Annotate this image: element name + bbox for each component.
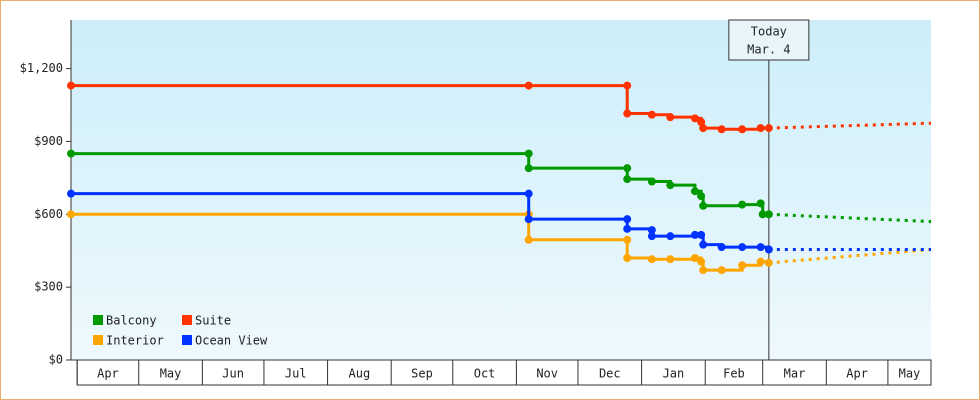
point [756, 124, 765, 133]
point [738, 261, 747, 270]
legend-label: Interior [106, 334, 164, 348]
point [524, 235, 533, 244]
point [623, 235, 632, 244]
x-tick-label: Jun [222, 367, 244, 381]
point [524, 81, 533, 90]
point [623, 81, 632, 90]
point [666, 232, 675, 241]
point [699, 266, 708, 275]
point [756, 199, 765, 208]
point [764, 210, 773, 219]
today-label: Today [751, 25, 787, 39]
point [690, 230, 699, 239]
point [524, 215, 533, 224]
point [738, 200, 747, 209]
legend-label: Suite [195, 314, 231, 328]
point [524, 164, 533, 173]
point [697, 118, 706, 126]
x-tick-label: Aug [349, 367, 371, 381]
point [738, 243, 747, 252]
legend-swatch [182, 335, 192, 345]
x-tick-label: Apr [846, 367, 868, 381]
point [764, 245, 773, 254]
point [756, 243, 765, 252]
point [717, 243, 726, 252]
y-tick-label: $0 [49, 353, 63, 367]
projection-line [768, 212, 932, 224]
x-tick-label: Nov [536, 367, 558, 381]
point [690, 254, 699, 262]
y-tick-label: $1,200 [20, 61, 63, 75]
legend-swatch [93, 315, 103, 325]
point [524, 149, 533, 158]
legend-swatch [93, 335, 103, 345]
point [623, 109, 632, 118]
point [717, 266, 726, 275]
point [623, 164, 632, 173]
point [697, 230, 706, 239]
point [666, 255, 675, 264]
point [647, 177, 656, 186]
point [623, 254, 632, 262]
point [666, 181, 675, 190]
plot-area [71, 20, 931, 360]
y-tick-label: $300 [34, 280, 63, 294]
legend-label: Balcony [106, 314, 157, 328]
point [690, 114, 699, 123]
x-tick-label: Dec [599, 367, 621, 381]
x-tick-label: Apr [97, 367, 119, 381]
x-tick-label: Mar [784, 367, 806, 381]
point [623, 215, 632, 224]
point [524, 189, 533, 198]
x-tick-label: Jul [285, 367, 307, 381]
point [67, 149, 75, 158]
point [623, 224, 632, 233]
point [756, 257, 765, 266]
y-tick-label: $600 [34, 207, 63, 221]
point [717, 125, 726, 134]
point [697, 257, 706, 266]
point [699, 201, 708, 210]
point [697, 192, 706, 201]
point [67, 189, 75, 198]
point [764, 124, 773, 133]
point [647, 110, 656, 119]
x-tick-label: Sep [411, 367, 433, 381]
x-tick-label: Feb [723, 367, 745, 381]
projection-line [768, 121, 932, 130]
point [67, 81, 75, 90]
x-tick-label: Oct [474, 367, 496, 381]
today-date: Mar. 4 [747, 43, 790, 57]
point [647, 232, 656, 241]
legend-label: Ocean View [195, 334, 268, 348]
legend-swatch [182, 315, 192, 325]
x-tick-label: May [160, 367, 182, 381]
x-tick-label: May [899, 367, 921, 381]
point [647, 226, 656, 235]
today-box [728, 19, 810, 61]
point [738, 125, 747, 134]
x-tick-label: Jan [663, 367, 685, 381]
point [699, 124, 708, 133]
point [67, 210, 75, 219]
point [764, 258, 773, 267]
point [758, 210, 767, 219]
point [699, 240, 708, 249]
point [647, 255, 656, 264]
point [666, 113, 675, 122]
point [623, 175, 632, 184]
y-tick-label: $900 [34, 134, 63, 148]
projection-line [768, 248, 932, 265]
point [690, 187, 699, 196]
